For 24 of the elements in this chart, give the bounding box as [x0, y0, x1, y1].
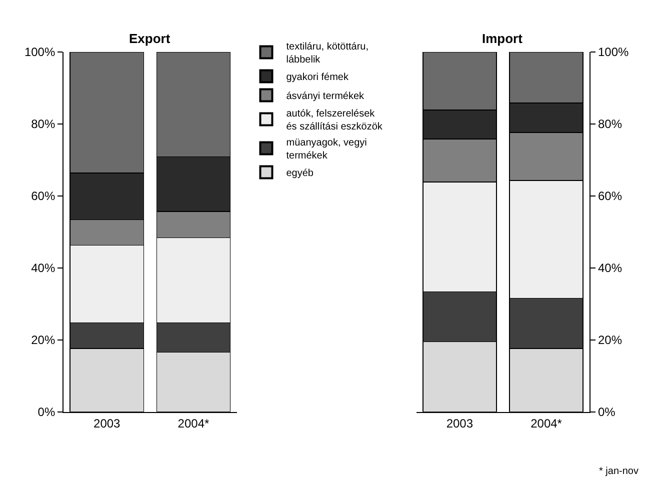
y-tick-label: 20%	[598, 333, 622, 348]
legend-label: egyéb	[286, 168, 314, 180]
legend-label: gyakori fémek	[286, 72, 350, 84]
y-tick-label: 60%	[598, 189, 622, 204]
y-tick-label: 80%	[31, 117, 56, 132]
legend-label: müanyagok, vegyi termékek	[286, 138, 367, 162]
y-tick-label: 0%	[38, 405, 56, 420]
y-tick-label: 100%	[598, 45, 630, 60]
y-tick-label: 0%	[598, 405, 616, 420]
y-tick-label: 20%	[31, 333, 56, 348]
y-tick-label: 40%	[31, 261, 56, 276]
y-tick-label: 80%	[598, 117, 622, 132]
legend-label: ásványi termékek	[286, 91, 366, 102]
y-tick-label: 60%	[31, 189, 56, 204]
y-tick-label: 40%	[598, 261, 622, 276]
x-tick-label: 2004*	[530, 416, 562, 430]
legend-label: textiláru, kötöttáru, lábbelik	[286, 42, 369, 66]
text: * jan-nov	[599, 466, 638, 477]
x-tick-label: 2003	[446, 416, 474, 430]
x-tick-label: 2004*	[178, 416, 210, 430]
chart-title: Export	[129, 31, 171, 46]
y-tick-label: 100%	[24, 45, 56, 60]
chart-title: Import	[482, 31, 524, 46]
x-tick-label: 2003	[94, 416, 121, 430]
